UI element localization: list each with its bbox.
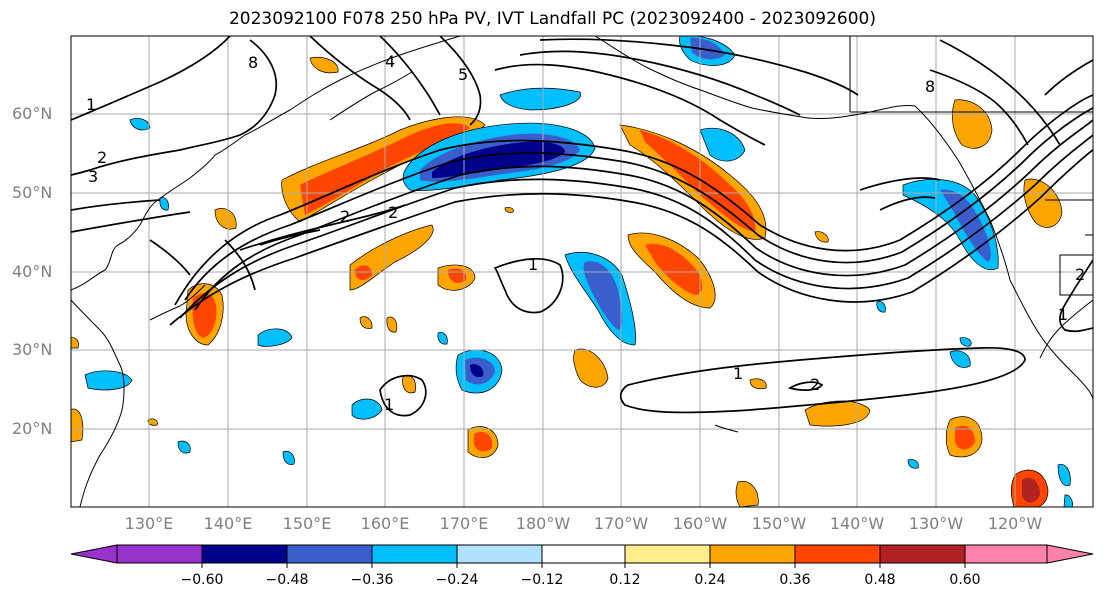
contour-label: 1 (528, 255, 538, 274)
lat-label: 60°N (12, 104, 53, 123)
lon-label: 150°E (282, 514, 332, 533)
lat-label: 20°N (12, 419, 53, 438)
lon-label: 140°E (203, 514, 253, 533)
contour-labels: 8 4 5 1 2 3 2 1 2 1 1 2 8 1 2 (86, 52, 1085, 414)
contour-label: 5 (458, 65, 468, 84)
contour-label: 2 (1075, 265, 1085, 284)
contour-label: 2 (97, 148, 107, 167)
pv-negative-anomalies (84, 36, 1073, 507)
colorbar-tick-label: 0.36 (779, 572, 811, 588)
pv-contours (71, 36, 1093, 417)
lon-label: 150°W (751, 514, 807, 533)
graticule (71, 36, 1093, 507)
colorbar-tick-label: −0.36 (350, 572, 394, 588)
lon-label: 130°E (124, 514, 174, 533)
colorbar-tick-label: −0.12 (520, 572, 564, 588)
contour-label: 1 (86, 95, 96, 114)
lon-label: 180°W (515, 514, 571, 533)
colorbar-extend-min (70, 544, 118, 564)
lon-label: 120°W (987, 514, 1043, 533)
colorbar-tick-label: −0.48 (265, 572, 309, 588)
map-frame (70, 35, 1094, 508)
lon-label: 140°W (829, 514, 885, 533)
colorbar (70, 544, 1094, 568)
contour-label: 2 (810, 375, 820, 394)
contour-label: 8 (925, 77, 935, 96)
lat-label: 40°N (12, 262, 53, 281)
contour-label: 1 (1058, 305, 1068, 324)
contour-label: 2 (388, 203, 398, 222)
lon-label: 160°E (360, 514, 410, 533)
lon-label: 170°E (439, 514, 489, 533)
contour-label: 2 (340, 207, 350, 226)
colorbar-tick-label: 0.48 (864, 572, 896, 588)
lon-label: 130°W (908, 514, 964, 533)
colorbar-extend-max (1046, 544, 1094, 564)
colorbar-tick-label: −0.60 (180, 572, 224, 588)
lon-label: 170°W (593, 514, 649, 533)
lat-label: 30°N (12, 340, 53, 359)
contour-label: 3 (88, 167, 98, 186)
contour-label: 8 (248, 53, 258, 72)
lon-label: 160°W (672, 514, 728, 533)
colorbar-tick-label: −0.24 (435, 572, 479, 588)
lat-label: 50°N (12, 183, 53, 202)
contour-label: 1 (733, 364, 743, 383)
colorbar-tick-label: 0.24 (694, 572, 726, 588)
colorbar-tick-label: 0.12 (609, 572, 641, 588)
contour-label: 4 (385, 52, 395, 71)
map-title: 2023092100 F078 250 hPa PV, IVT Landfall… (228, 9, 876, 29)
coastlines (71, 36, 1093, 507)
contour-label: 1 (384, 395, 394, 414)
colorbar-tick-label: 0.60 (949, 572, 981, 588)
